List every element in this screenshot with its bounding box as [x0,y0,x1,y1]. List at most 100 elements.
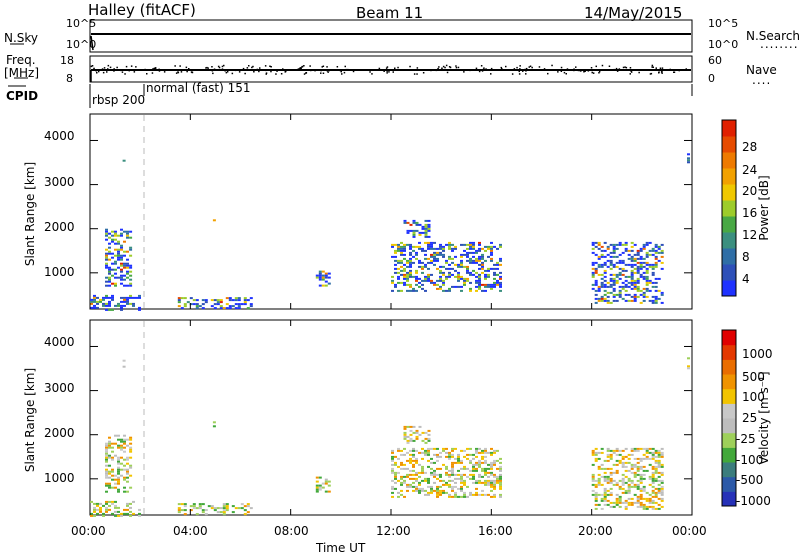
echo-cell-r1 [111,470,114,473]
nave-dot [371,73,373,75]
echo-cell-r1 [108,266,111,269]
echo-cell-r6 [397,449,400,452]
echo-cell-r3 [195,513,199,516]
echo-cell-r8 [654,495,658,498]
nave-dot [109,66,112,69]
echo-cell-r8 [660,447,664,450]
echo-cell-r1 [117,482,120,485]
echo-cell-r6 [472,261,475,264]
echo-cell-r1 [111,282,114,285]
echo-cell-r8 [642,453,646,456]
echo-cell-r0 [90,512,93,515]
echo-cell-r1 [129,282,133,285]
nave-dot [265,69,267,72]
echo-cell-r8 [609,279,613,282]
echo-cell-r8 [591,451,595,454]
echo-cell-r0 [138,508,141,511]
echo-cell-r6 [472,467,475,470]
echo-cell-r6 [466,251,469,254]
echo-cell-r6 [391,463,394,466]
echo-cell-r6 [496,475,499,478]
echo-cell-r6 [457,459,460,462]
colorbar-swatch [722,200,736,217]
nave-dot [531,66,533,69]
echo-cell-r8 [645,241,649,244]
echo-cell-r1 [105,228,108,231]
echo-cell-r8 [645,283,649,286]
echo-cell-r6 [484,277,487,280]
echo-cell-r3 [249,303,253,306]
echo-cell-r8 [606,481,610,484]
echo-cell-r6 [460,265,463,268]
nave-dot [249,69,251,71]
echo-cell-r6 [472,469,475,472]
echo-cell-r6 [445,261,448,264]
echo-cell-r8 [615,279,619,282]
echo-cell-r8 [654,281,658,284]
echo-cell-r8 [594,491,598,494]
nave-dot [524,68,526,71]
xtick-0: 00:00 [71,524,106,538]
nave-dot [490,67,493,70]
echo-cell-r8 [621,243,625,246]
echo-cell-r6 [484,451,487,454]
nave-dot [320,69,322,72]
echo-cell-r6 [409,289,412,292]
echo-cell-r3 [183,503,187,506]
echo-cell-r6 [469,491,472,494]
nave-dot [175,72,178,74]
nave-dot [186,70,188,73]
echo-cell-r6 [460,477,463,480]
echo-cell-r8 [621,463,625,466]
echo-cell-r8 [618,267,622,270]
echo-cell-r6 [454,491,457,494]
echo-cell-r8 [657,489,661,492]
echo-cell-r7 [412,229,416,232]
echo-cell-r6 [493,285,496,288]
echo-cell-r6 [463,449,466,452]
echo-cell-r6 [439,277,442,280]
nave-dot [269,65,271,67]
colorbar-swatch [722,168,736,185]
echo-cell-r8 [642,245,646,248]
freq-panel-frame [89,55,693,83]
xtick-6: 00:00 [672,524,707,538]
echo-cell-r7 [403,437,407,440]
echo-cell-r8 [621,273,625,276]
nave-dot [301,69,304,71]
echo-cell-r8 [660,249,664,252]
echo-cell-r6 [451,473,454,476]
echo-cell-r8 [630,275,634,278]
echo-cell-r8 [660,463,664,466]
echo-cell-r6 [397,471,400,474]
nave-dot [448,66,451,68]
echo-cell-r0 [105,502,108,505]
echo-cell-r6 [427,273,430,276]
axis-ticks [89,114,693,515]
echo-cell-r0 [138,308,141,311]
echo-cell-r8 [600,273,604,276]
echo-cell-r8 [630,295,634,298]
echo-cell-r6 [400,261,403,264]
power-colorbar [722,120,736,297]
echo-cell-r6 [424,451,427,454]
echo-cell-r6 [451,465,454,468]
echo-cell-r8 [615,497,619,500]
echo-cell-r6 [430,461,433,464]
echo-cell-r8 [600,467,604,470]
echo-cell-r6 [427,279,430,282]
echo-cell-r6 [487,255,490,258]
nave-dot [152,68,155,71]
echo-cell-r6 [415,461,418,464]
colorbar-swatch [722,248,736,265]
echo-cell-r8 [624,447,628,450]
echo-cell-r8 [594,447,598,450]
echo-cell-r0 [93,294,96,297]
echo-cell-r1 [120,456,123,459]
echo-cell-r6 [436,455,439,458]
echo-cell-r3 [234,303,238,306]
echo-cell-r0 [105,510,108,513]
echo-cell-r6 [472,243,475,246]
echo-cell-r8 [615,247,619,250]
echo-cell-r8 [615,459,619,462]
